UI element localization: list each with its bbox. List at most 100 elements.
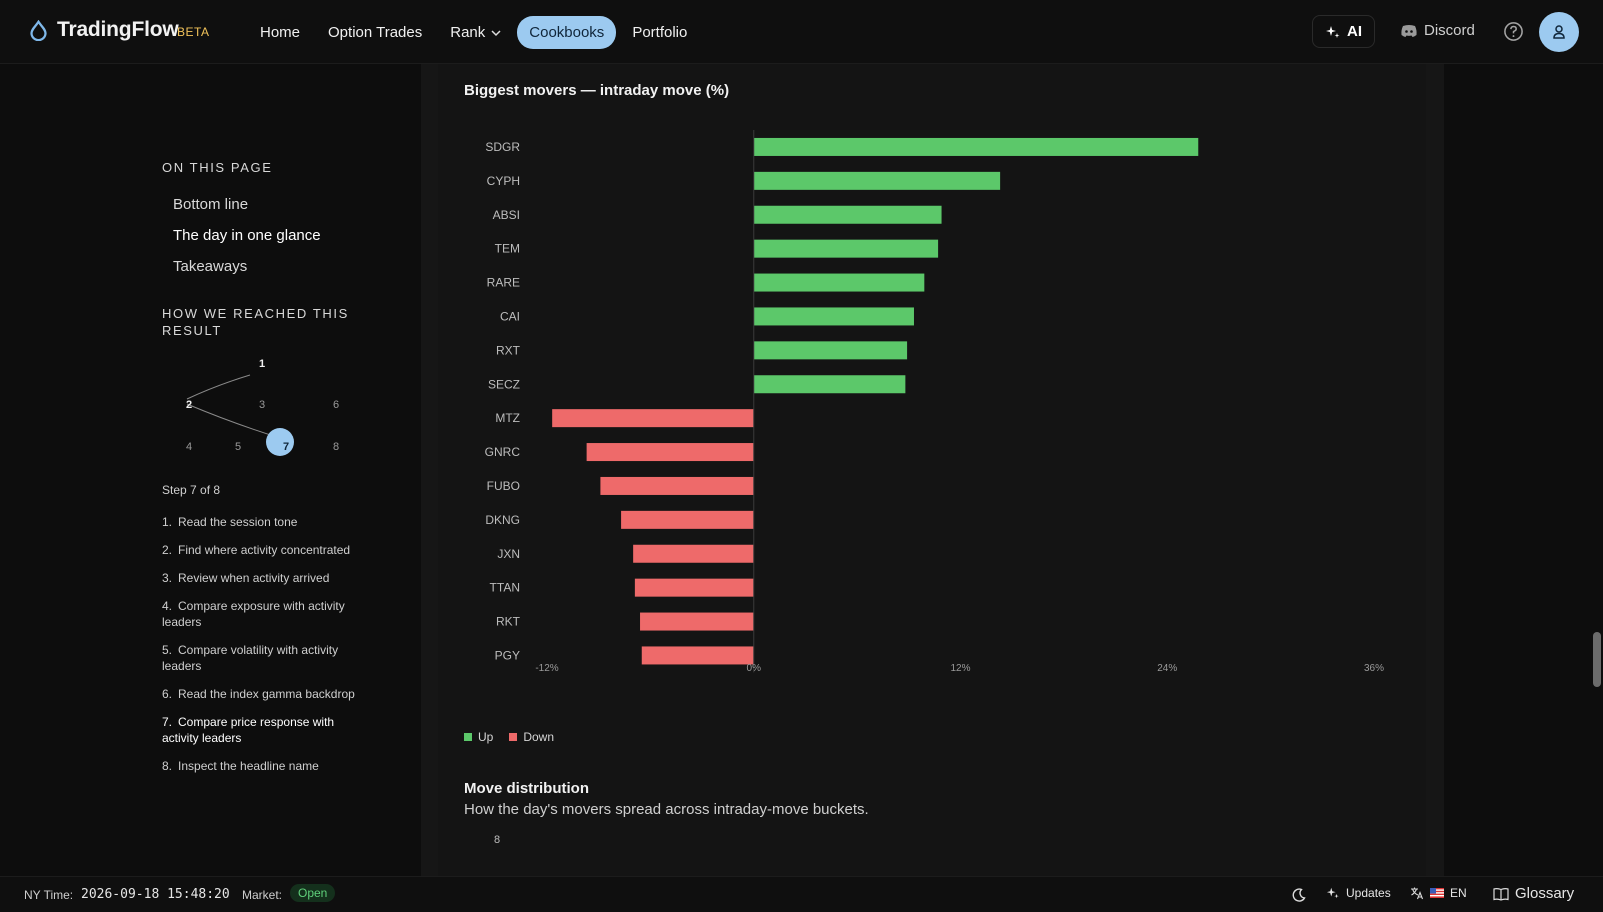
updates-label: Updates	[1346, 886, 1391, 900]
step-item-current[interactable]: 7. Compare price response with activity l…	[162, 714, 367, 746]
legend-down-swatch	[509, 733, 518, 741]
bar-cyph[interactable]	[753, 171, 1001, 190]
bar-gnrc[interactable]	[586, 443, 754, 462]
step-graph: 1 2 3 6 4 5 7 8	[186, 358, 339, 456]
bar-mtz[interactable]	[552, 409, 754, 428]
nav-rank[interactable]: Rank	[438, 16, 513, 49]
chart-title: Biggest movers — intraday move (%)	[464, 82, 730, 99]
bar-jxn[interactable]	[633, 544, 754, 563]
step-item[interactable]: 5. Compare volatility with activity leade…	[162, 642, 367, 674]
step-text: Read the index gamma backdrop	[178, 687, 355, 701]
step-text: Compare exposure with activity leaders	[162, 599, 345, 629]
step-item[interactable]: 4. Compare exposure with activity leaders	[162, 598, 367, 630]
main-nav: Home Option Trades Rank Cookbooks Portfo…	[248, 16, 699, 49]
x-tick-label: 12%	[950, 663, 970, 674]
nav-portfolio[interactable]: Portfolio	[632, 24, 688, 41]
bar-sdgr[interactable]	[753, 137, 1199, 156]
step-text: Compare price response with activity lea…	[162, 715, 335, 745]
step-node-5[interactable]: 5	[235, 441, 241, 453]
market-label: Market:	[242, 888, 283, 902]
toc-item-takeaways[interactable]: Takeaways	[173, 258, 248, 275]
ny-time-value: 2026-09-18 15:48:20	[81, 887, 230, 902]
step-node-current[interactable]	[266, 428, 294, 456]
distribution-y-tick: 8	[494, 834, 501, 846]
step-item[interactable]: 2. Find where activity concentrated	[162, 542, 367, 558]
glossary-label: Glossary	[1515, 885, 1575, 902]
how-heading-line2: RESULT	[162, 323, 222, 338]
legend-up-label: Up	[478, 730, 494, 744]
y-tick-label: CAI	[500, 309, 520, 323]
y-tick-label: PGY	[495, 648, 520, 662]
language-selector[interactable]: EN	[1410, 886, 1467, 900]
bar-fubo[interactable]	[600, 476, 754, 495]
step-item[interactable]: 8. Inspect the headline name	[162, 758, 367, 774]
legend-down[interactable]: Down	[509, 730, 554, 744]
beta-badge: BETA	[177, 25, 210, 39]
bar-absi[interactable]	[753, 205, 942, 224]
y-tick-label: CYPH	[487, 174, 520, 188]
droplet-logo-icon	[30, 19, 47, 41]
step-text: Inspect the headline name	[178, 759, 319, 773]
y-tick-label: GNRC	[485, 445, 521, 459]
y-tick-label: JXN	[497, 547, 520, 561]
step-number: 2.	[162, 543, 173, 557]
bar-dkng[interactable]	[621, 510, 754, 529]
page-scrollbar-thumb[interactable]	[1593, 632, 1601, 687]
y-tick-label: SECZ	[488, 377, 520, 391]
y-tick-label: ABSI	[493, 208, 520, 222]
chevron-down-icon	[491, 29, 501, 36]
step-item[interactable]: 1. Read the session tone	[162, 514, 367, 530]
step-node-6[interactable]: 6	[333, 399, 339, 411]
y-tick-label: DKNG	[485, 513, 520, 527]
step-node-8[interactable]: 8	[333, 441, 339, 453]
nav-home[interactable]: Home	[260, 24, 301, 41]
x-tick-label: 36%	[1364, 663, 1384, 674]
sparkles-icon	[1326, 887, 1339, 899]
market-status-badge: Open	[290, 884, 336, 902]
step-node-1[interactable]: 1	[259, 358, 265, 370]
legend-up[interactable]: Up	[464, 730, 493, 744]
step-node-4[interactable]: 4	[186, 441, 192, 453]
step-list: 1. Read the session tone 2. Find where act…	[162, 514, 367, 786]
bar-ttan[interactable]	[634, 578, 754, 597]
y-tick-label: FUBO	[487, 479, 520, 493]
step-counter: Step 7 of 8	[162, 483, 221, 497]
chart-card	[438, 64, 1426, 876]
bar-pgy[interactable]	[641, 646, 754, 665]
bar-rxt[interactable]	[753, 341, 908, 360]
step-number: 6.	[162, 687, 173, 701]
bar-cai[interactable]	[753, 307, 914, 326]
updates-button[interactable]: Updates	[1326, 886, 1391, 900]
bar-rkt[interactable]	[640, 612, 754, 631]
step-node-7[interactable]: 7	[283, 441, 289, 453]
user-avatar-button[interactable]	[1539, 12, 1579, 52]
bar-rare[interactable]	[753, 273, 925, 292]
dark-mode-moon-icon[interactable]	[1292, 888, 1306, 902]
step-text: Compare volatility with activity leaders	[162, 643, 339, 673]
top-navbar: TradingFlow BETA Home Option Trades Rank…	[0, 0, 1603, 64]
step-text: Find where activity concentrated	[178, 543, 351, 557]
toc-item-day-glance[interactable]: The day in one glance	[173, 227, 321, 244]
help-icon[interactable]	[1503, 21, 1524, 42]
discord-icon	[1401, 24, 1417, 37]
brand[interactable]: TradingFlow	[28, 18, 179, 42]
bar-secz[interactable]	[753, 375, 906, 394]
step-node-2[interactable]: 2	[186, 399, 192, 411]
bar-tem[interactable]	[753, 239, 939, 258]
step-item[interactable]: 3. Review when activity arrived	[162, 570, 367, 586]
ai-button[interactable]: AI	[1312, 15, 1375, 48]
discord-link[interactable]: Discord	[1400, 22, 1475, 39]
step-item[interactable]: 6. Read the index gamma backdrop	[162, 686, 367, 702]
glossary-button[interactable]: Glossary	[1493, 885, 1574, 902]
nav-cookbooks[interactable]: Cookbooks	[517, 16, 617, 49]
toc-item-bottom-line[interactable]: Bottom line	[173, 196, 249, 213]
x-tick-label: 0%	[747, 663, 762, 674]
nav-rank-label: Rank	[450, 24, 486, 41]
nav-option-trades[interactable]: Option Trades	[328, 24, 423, 41]
step-text: Read the session tone	[178, 515, 298, 529]
step-number: 7.	[162, 715, 173, 729]
ai-label: AI	[1347, 23, 1362, 40]
step-node-3[interactable]: 3	[259, 399, 265, 411]
y-tick-label: SDGR	[485, 140, 520, 154]
y-tick-label: RXT	[496, 343, 521, 357]
